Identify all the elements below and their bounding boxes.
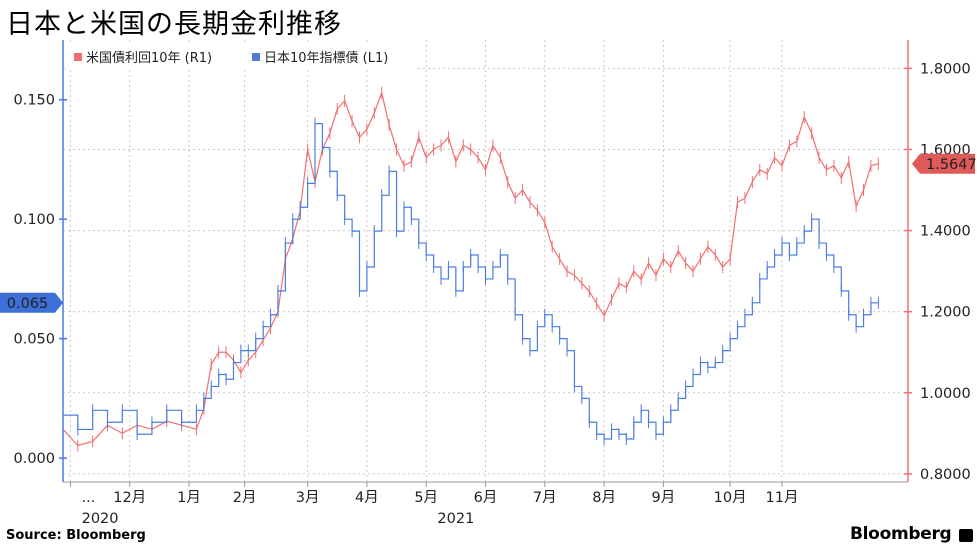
bloomberg-logo-text: Bloomberg	[850, 524, 952, 544]
x-axis-tick-label: 4月	[355, 490, 379, 506]
right-axis-tick-label: 1.0000	[920, 386, 971, 402]
us-last-value-label: 1.5647	[926, 157, 977, 173]
x-axis-tick-label: 2月	[233, 490, 257, 506]
left-axis-tick-label: 0.100	[13, 212, 55, 228]
x-axis-tick-label: 6月	[474, 490, 498, 506]
legend: 米国債利回10年 (R1) 日本10年指標債 (L1)	[66, 44, 418, 70]
x-axis-tick-label: 12月	[113, 490, 146, 506]
chart-title: 日本と米国の長期金利推移	[6, 9, 342, 40]
bloomberg-logo-icon	[959, 529, 973, 542]
x-axis-tick-label: 11月	[766, 490, 799, 506]
x-axis-tick-label: 1月	[177, 490, 201, 506]
right-axis-tick-label: 0.8000	[920, 467, 971, 483]
jp-last-value-tag	[0, 292, 63, 313]
x-axis-tick-label: 7月	[533, 490, 557, 506]
legend-jp-10y-swatch	[252, 53, 260, 61]
axes: 0.1500.1000.0500.0001.80001.60001.40001.…	[13, 40, 971, 527]
left-axis-tick-label: 0.150	[13, 93, 55, 109]
legend-jp-10y-label: 日本10年指標債 (L1)	[264, 51, 388, 66]
source-note: Source: Bloomberg	[6, 528, 146, 543]
legend-us-10y-label: 米国債利回10年 (R1)	[86, 51, 212, 66]
us-last-value-tag	[912, 153, 975, 174]
last-value-tags: 1.5647 0.065	[0, 153, 977, 313]
series-us-10y	[62, 86, 879, 452]
x-axis-tick-label: 9月	[652, 490, 676, 506]
us-yield-line	[62, 90, 879, 447]
right-axis-tick-label: 1.4000	[920, 224, 971, 240]
x-axis-year-label: 2021	[437, 511, 474, 527]
grid-lines	[63, 40, 908, 482]
series-jp-10y	[62, 117, 879, 445]
legend-us-10y-swatch	[74, 53, 82, 61]
x-axis-year-label: 2020	[82, 511, 119, 527]
right-axis-tick-label: 1.2000	[920, 305, 971, 321]
x-axis-tick-label: 10月	[714, 490, 747, 506]
x-axis-tick-label: 3月	[296, 490, 320, 506]
x-axis-tick-label: ...	[81, 490, 95, 506]
left-axis-tick-label: 0.000	[13, 451, 55, 467]
series-layer	[62, 86, 879, 452]
x-axis-tick-label: 8月	[592, 490, 616, 506]
legend-box	[66, 44, 418, 70]
jp-yield-line	[63, 123, 879, 440]
x-axis-tick-label: 5月	[414, 490, 438, 506]
left-axis-tick-label: 0.050	[13, 332, 55, 348]
jp-last-value-label: 0.065	[7, 296, 49, 312]
right-axis-tick-label: 1.8000	[920, 61, 971, 77]
